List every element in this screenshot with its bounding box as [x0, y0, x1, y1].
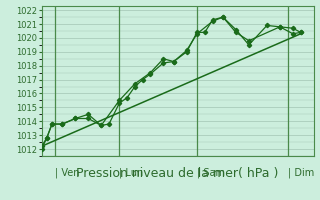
X-axis label: Pression niveau de la mer( hPa ): Pression niveau de la mer( hPa )	[76, 167, 279, 180]
Text: | Sam: | Sam	[197, 168, 225, 178]
Text: | Lun: | Lun	[119, 168, 144, 178]
Text: | Dim: | Dim	[288, 168, 314, 178]
Text: | Ven: | Ven	[54, 168, 79, 178]
